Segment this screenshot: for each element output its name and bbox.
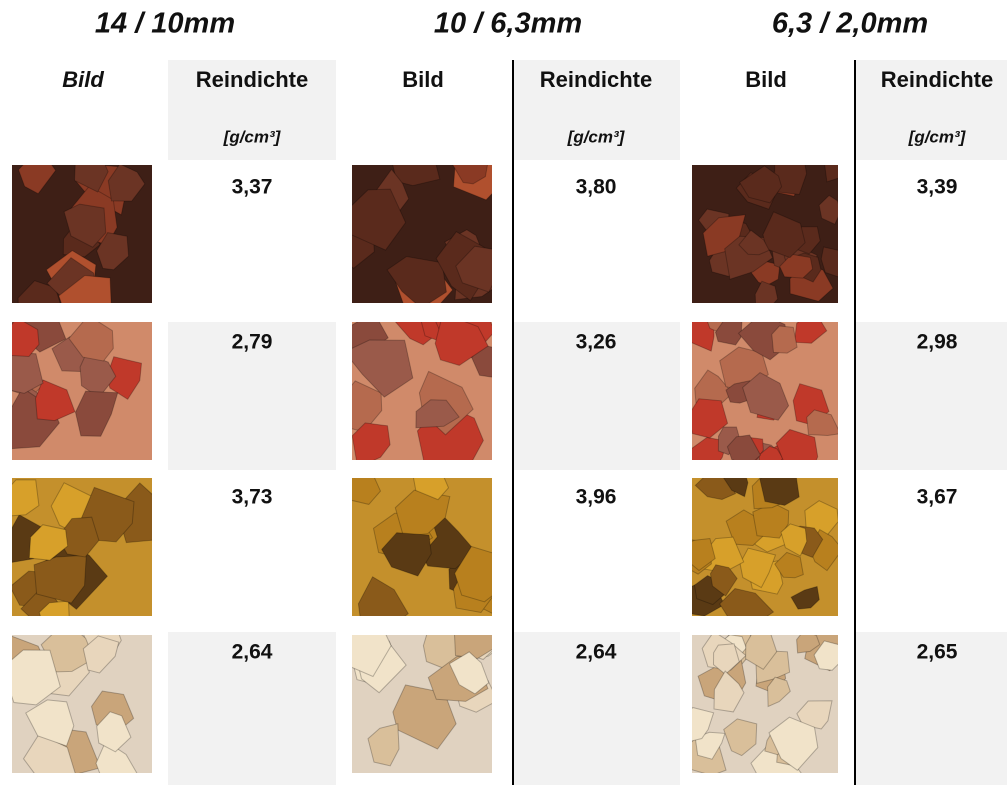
stones	[341, 460, 515, 630]
stone	[760, 470, 799, 506]
stone	[772, 326, 797, 353]
density-value: 3,39	[917, 176, 958, 199]
density-value: 2,98	[917, 331, 958, 354]
stone	[0, 353, 43, 394]
sample-photo	[676, 468, 843, 631]
sample-photo	[692, 153, 850, 311]
density-value: 3,73	[232, 486, 273, 509]
stones	[340, 610, 503, 773]
stones	[0, 295, 152, 460]
sample-photo	[12, 146, 152, 331]
density-unit: [g/cm³]	[567, 127, 626, 146]
image-header: Bild	[402, 67, 444, 92]
density-value: 3,26	[576, 331, 617, 354]
density-value: 3,96	[576, 486, 617, 509]
stones	[674, 306, 841, 478]
sample-photo	[0, 295, 152, 460]
stones	[12, 146, 152, 331]
sample-photo	[4, 478, 175, 635]
stones	[679, 617, 848, 785]
sample-photo	[331, 138, 510, 315]
stone	[352, 423, 390, 468]
density-value: 2,64	[232, 641, 273, 664]
density-header: Reindichte	[881, 67, 993, 92]
stones	[331, 138, 510, 315]
image-header: Bild	[745, 67, 787, 92]
image-header: Bild	[62, 67, 104, 92]
stone	[824, 156, 849, 182]
table: 14 / 10mm Bild Reindichte [g/cm³] 3,37 2,79 3,…	[0, 0, 1007, 785]
group-title: 6,3 / 2,0mm	[772, 8, 928, 40]
stones	[336, 292, 505, 472]
density-value: 3,80	[576, 176, 617, 199]
group-title: 14 / 10mm	[95, 8, 235, 40]
stones	[676, 468, 843, 631]
density-unit: [g/cm³]	[223, 127, 282, 146]
stone	[454, 617, 500, 659]
stones	[0, 618, 152, 785]
stone	[776, 430, 818, 477]
stones	[692, 153, 850, 311]
density-value: 3,37	[232, 176, 273, 199]
density-value: 2,79	[232, 331, 273, 354]
density-header: Reindichte	[196, 67, 308, 92]
sample-photo	[679, 617, 848, 785]
sample-photo	[674, 306, 841, 478]
group-title: 10 / 6,3mm	[434, 8, 582, 40]
sample-photo	[340, 610, 503, 773]
density-value: 3,67	[917, 486, 958, 509]
density-unit: [g/cm³]	[908, 127, 967, 146]
density-value: 2,64	[576, 641, 617, 664]
page: 14 / 10mm Bild Reindichte [g/cm³] 3,37 2,79 3,…	[0, 0, 1007, 785]
sample-photo	[0, 618, 152, 785]
sample-photo	[336, 292, 505, 472]
density-value: 2,65	[917, 641, 958, 664]
sample-photo	[341, 460, 515, 630]
density-header: Reindichte	[540, 67, 652, 92]
stones	[4, 478, 175, 635]
